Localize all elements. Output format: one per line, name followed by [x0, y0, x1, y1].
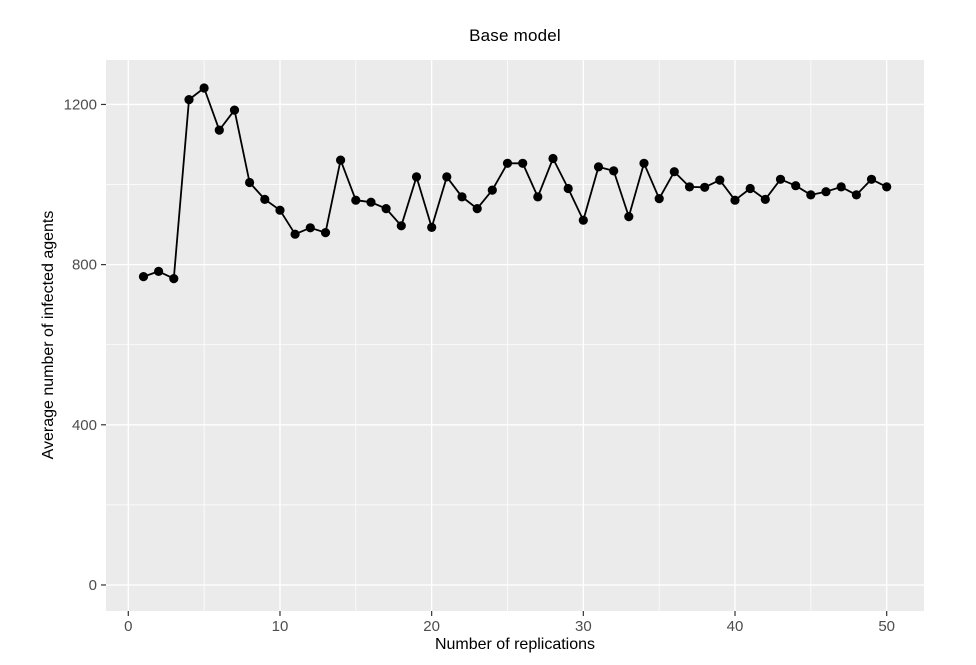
- data-point: [472, 204, 482, 214]
- data-point: [806, 190, 816, 200]
- data-point: [593, 162, 604, 172]
- data-point: [487, 185, 497, 195]
- data-point: [320, 228, 331, 238]
- data-point: [245, 177, 255, 188]
- data-point: [669, 167, 679, 177]
- data-point: [882, 182, 892, 192]
- data-point: [533, 192, 543, 202]
- x-axis-title: Number of replications: [434, 636, 596, 653]
- data-point: [700, 182, 710, 192]
- data-point: [791, 181, 801, 191]
- data-point: [821, 187, 831, 197]
- data-point: [866, 174, 877, 184]
- data-point: [609, 166, 619, 176]
- data-point: [427, 222, 437, 232]
- data-point: [214, 125, 224, 135]
- y-tick-label: 800: [72, 257, 97, 274]
- data-point: [396, 221, 406, 231]
- y-tick-label: 1200: [64, 96, 97, 113]
- data-point: [624, 212, 634, 222]
- data-point: [715, 175, 725, 185]
- data-point: [578, 215, 588, 225]
- x-tick-label: 0: [124, 618, 132, 635]
- data-point: [457, 192, 467, 202]
- data-point: [169, 274, 179, 284]
- data-point: [730, 195, 740, 205]
- data-point: [351, 195, 361, 205]
- data-point: [154, 266, 164, 276]
- data-point: [290, 229, 300, 239]
- data-point: [745, 183, 755, 194]
- data-point: [184, 95, 194, 105]
- y-tick-label: 0: [89, 577, 97, 594]
- data-point: [836, 182, 846, 192]
- data-point: [639, 158, 649, 168]
- x-tick-label: 30: [575, 618, 592, 635]
- data-point: [411, 172, 422, 182]
- data-point: [381, 204, 391, 214]
- data-point: [851, 190, 862, 200]
- data-point: [229, 105, 240, 115]
- chart-title: Base model: [469, 26, 561, 45]
- data-point: [518, 158, 528, 168]
- plot-panel: [106, 60, 924, 611]
- y-tick-label: 400: [72, 417, 97, 434]
- data-point: [548, 153, 558, 164]
- data-point: [760, 194, 770, 204]
- data-point: [138, 272, 149, 282]
- data-point: [502, 158, 513, 168]
- x-tick-label: 40: [727, 618, 744, 635]
- data-point: [366, 197, 376, 207]
- data-point: [275, 205, 285, 215]
- data-point: [442, 172, 452, 182]
- y-axis-title: Average number of infected agents: [40, 210, 57, 460]
- x-tick-label: 20: [423, 618, 440, 635]
- x-tick-label: 10: [272, 618, 289, 635]
- data-point: [199, 83, 209, 93]
- data-point: [654, 194, 664, 204]
- data-point: [260, 194, 270, 204]
- data-point: [775, 174, 786, 184]
- data-point: [563, 183, 573, 194]
- data-point: [305, 223, 315, 233]
- data-point: [336, 155, 346, 165]
- data-point: [684, 182, 695, 192]
- x-tick-label: 50: [878, 618, 895, 635]
